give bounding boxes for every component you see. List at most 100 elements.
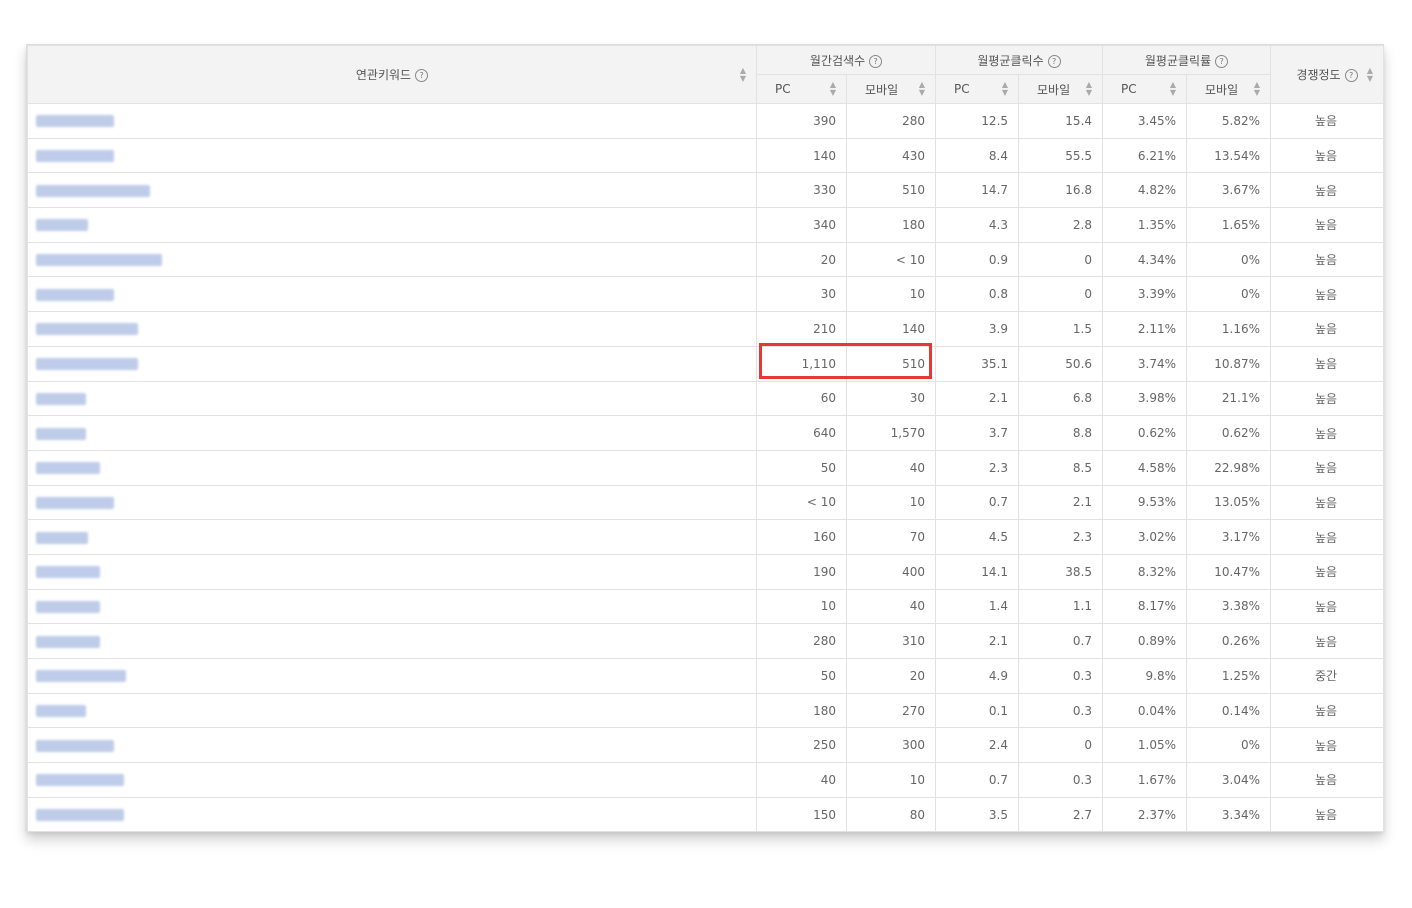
competition-cell: 높음 bbox=[1270, 484, 1385, 521]
search-mobile-cell: 30 bbox=[845, 380, 937, 417]
search-pc-cell: 280 bbox=[756, 623, 847, 659]
keyword-link[interactable] bbox=[36, 150, 114, 163]
ctr-pc-cell: 1.35% bbox=[1102, 207, 1188, 243]
ctr-pc-cell: 0.89% bbox=[1102, 623, 1188, 659]
search-mobile-cell: 80 bbox=[845, 796, 937, 833]
keyword-link[interactable] bbox=[36, 358, 138, 371]
keyword-cell bbox=[27, 553, 757, 590]
competition-cell: 높음 bbox=[1270, 692, 1385, 729]
keyword-link[interactable] bbox=[36, 496, 114, 509]
help-icon[interactable]: ? bbox=[1344, 69, 1358, 82]
keyword-link[interactable] bbox=[36, 462, 100, 475]
ctr-mobile-cell: 1.16% bbox=[1186, 311, 1272, 347]
ctr-mobile-cell: 21.1% bbox=[1186, 380, 1272, 417]
keyword-link[interactable] bbox=[36, 635, 100, 648]
clicks-pc-cell: 4.9 bbox=[935, 658, 1020, 694]
competition-cell: 높음 bbox=[1270, 553, 1385, 590]
clicks-mobile-cell: 8.5 bbox=[1018, 449, 1104, 486]
ctr-pc-cell: 0.62% bbox=[1102, 415, 1188, 451]
keyword-link[interactable] bbox=[36, 600, 100, 613]
ctr-mobile-cell: 1.65% bbox=[1186, 207, 1272, 243]
keyword-link[interactable] bbox=[36, 705, 86, 718]
search-mobile-cell: 180 bbox=[845, 207, 937, 243]
clicks-pc-cell: 0.8 bbox=[935, 276, 1020, 313]
table-row: 330 510 14.7 16.8 4.82% 3.67% 높음 bbox=[27, 172, 1385, 209]
ctr-mobile-cell: 10.87% bbox=[1186, 345, 1272, 382]
table-row: 160 70 4.5 2.3 3.02% 3.17% 높음 bbox=[27, 519, 1385, 555]
table-row: 390 280 12.5 15.4 3.45% 5.82% 높음 bbox=[27, 103, 1385, 139]
table-row: 190 400 14.1 38.5 8.32% 10.47% 높음 bbox=[27, 553, 1385, 590]
monthly-avg-clicks-header: 월평균클릭수? bbox=[935, 45, 1104, 75]
sort-icon[interactable]: ▲ ▼ bbox=[918, 80, 926, 97]
keyword-link[interactable] bbox=[36, 219, 88, 232]
keyword-link[interactable] bbox=[36, 774, 124, 787]
ctr-pc-header[interactable]: PC ▲ ▼ bbox=[1102, 74, 1188, 104]
clicks-pc-cell: 2.4 bbox=[935, 727, 1020, 764]
help-icon[interactable]: ? bbox=[415, 69, 429, 82]
competition-column-header[interactable]: 경쟁정도? ▲ ▼ bbox=[1270, 45, 1385, 104]
sort-icon[interactable]: ▲ ▼ bbox=[739, 65, 746, 83]
clicks-mobile-cell: 55.5 bbox=[1018, 137, 1104, 174]
monthly-search-header: 월간검색수? bbox=[755, 45, 937, 75]
keyword-link[interactable] bbox=[36, 323, 138, 336]
ctr-mobile-cell: 0.14% bbox=[1186, 692, 1272, 729]
search-mobile-cell: 140 bbox=[845, 311, 937, 347]
keyword-link[interactable] bbox=[36, 739, 114, 752]
keyword-link[interactable] bbox=[36, 254, 162, 267]
keyword-link[interactable] bbox=[36, 392, 86, 405]
sort-icon[interactable]: ▲ ▼ bbox=[829, 80, 836, 97]
sort-icon[interactable]: ▲ ▼ bbox=[1366, 65, 1374, 83]
keyword-link[interactable] bbox=[36, 427, 86, 440]
clicks-mobile-cell: 15.4 bbox=[1018, 103, 1104, 139]
search-mobile-header[interactable]: 모바일 ▲ ▼ bbox=[845, 74, 937, 104]
search-pc-cell: 40 bbox=[756, 762, 847, 798]
help-icon[interactable]: ? bbox=[1047, 54, 1061, 68]
clicks-mobile-header[interactable]: 모바일 ▲ ▼ bbox=[1018, 74, 1104, 104]
search-mobile-cell: 510 bbox=[845, 345, 937, 382]
search-pc-header[interactable]: PC ▲ ▼ bbox=[756, 74, 847, 104]
search-mobile-cell: < 10 bbox=[845, 241, 937, 278]
keyword-cell bbox=[27, 345, 757, 382]
ctr-pc-cell: 0.04% bbox=[1102, 692, 1188, 729]
table-row: 1,110 510 35.1 50.6 3.74% 10.87% 높음 bbox=[27, 345, 1385, 382]
clicks-mobile-cell: 2.1 bbox=[1018, 484, 1104, 521]
ctr-pc-cell: 3.74% bbox=[1102, 345, 1188, 382]
ctr-pc-cell: 8.32% bbox=[1102, 553, 1188, 590]
monthly-avg-ctr-header: 월평균클릭률? bbox=[1102, 45, 1272, 75]
competition-cell: 높음 bbox=[1270, 380, 1385, 417]
monthly-avg-ctr-label: 월평균클릭률 bbox=[1144, 53, 1212, 68]
sort-icon[interactable]: ▲ ▼ bbox=[1085, 80, 1093, 97]
keyword-link[interactable] bbox=[36, 184, 150, 197]
keyword-cell bbox=[27, 137, 757, 174]
help-icon[interactable]: ? bbox=[1215, 54, 1229, 68]
clicks-mobile-cell: 2.7 bbox=[1018, 796, 1104, 833]
keyword-link[interactable] bbox=[36, 531, 88, 544]
keyword-cell bbox=[27, 692, 757, 729]
keyword-link[interactable] bbox=[36, 670, 126, 683]
keyword-link[interactable] bbox=[36, 566, 100, 579]
ctr-mobile-cell: 3.34% bbox=[1186, 796, 1272, 833]
competition-cell: 높음 bbox=[1270, 415, 1385, 451]
keyword-link[interactable] bbox=[36, 809, 124, 822]
keyword-link[interactable] bbox=[36, 288, 114, 301]
clicks-mobile-cell: 1.1 bbox=[1018, 588, 1104, 625]
pc-label: PC bbox=[775, 82, 791, 96]
sort-icon[interactable]: ▲ ▼ bbox=[1169, 80, 1177, 97]
table-row: 210 140 3.9 1.5 2.11% 1.16% 높음 bbox=[27, 311, 1385, 347]
clicks-mobile-cell: 50.6 bbox=[1018, 345, 1104, 382]
clicks-mobile-cell: 0 bbox=[1018, 727, 1104, 764]
ctr-mobile-cell: 0.26% bbox=[1186, 623, 1272, 659]
mobile-label: 모바일 bbox=[1037, 82, 1071, 97]
keyword-link[interactable] bbox=[36, 115, 114, 128]
clicks-mobile-cell: 6.8 bbox=[1018, 380, 1104, 417]
keyword-column-header[interactable]: 연관키워드? ▲ ▼ bbox=[27, 45, 757, 104]
sort-icon[interactable]: ▲ ▼ bbox=[1001, 80, 1009, 97]
help-icon[interactable]: ? bbox=[869, 54, 883, 68]
keyword-cell bbox=[27, 762, 757, 798]
sort-icon[interactable]: ▲ ▼ bbox=[1253, 80, 1261, 97]
clicks-pc-cell: 14.7 bbox=[935, 172, 1020, 209]
ctr-mobile-cell: 0% bbox=[1186, 241, 1272, 278]
ctr-pc-cell: 4.82% bbox=[1102, 172, 1188, 209]
clicks-pc-header[interactable]: PC ▲ ▼ bbox=[935, 74, 1020, 104]
ctr-mobile-header[interactable]: 모바일 ▲ ▼ bbox=[1186, 74, 1272, 104]
